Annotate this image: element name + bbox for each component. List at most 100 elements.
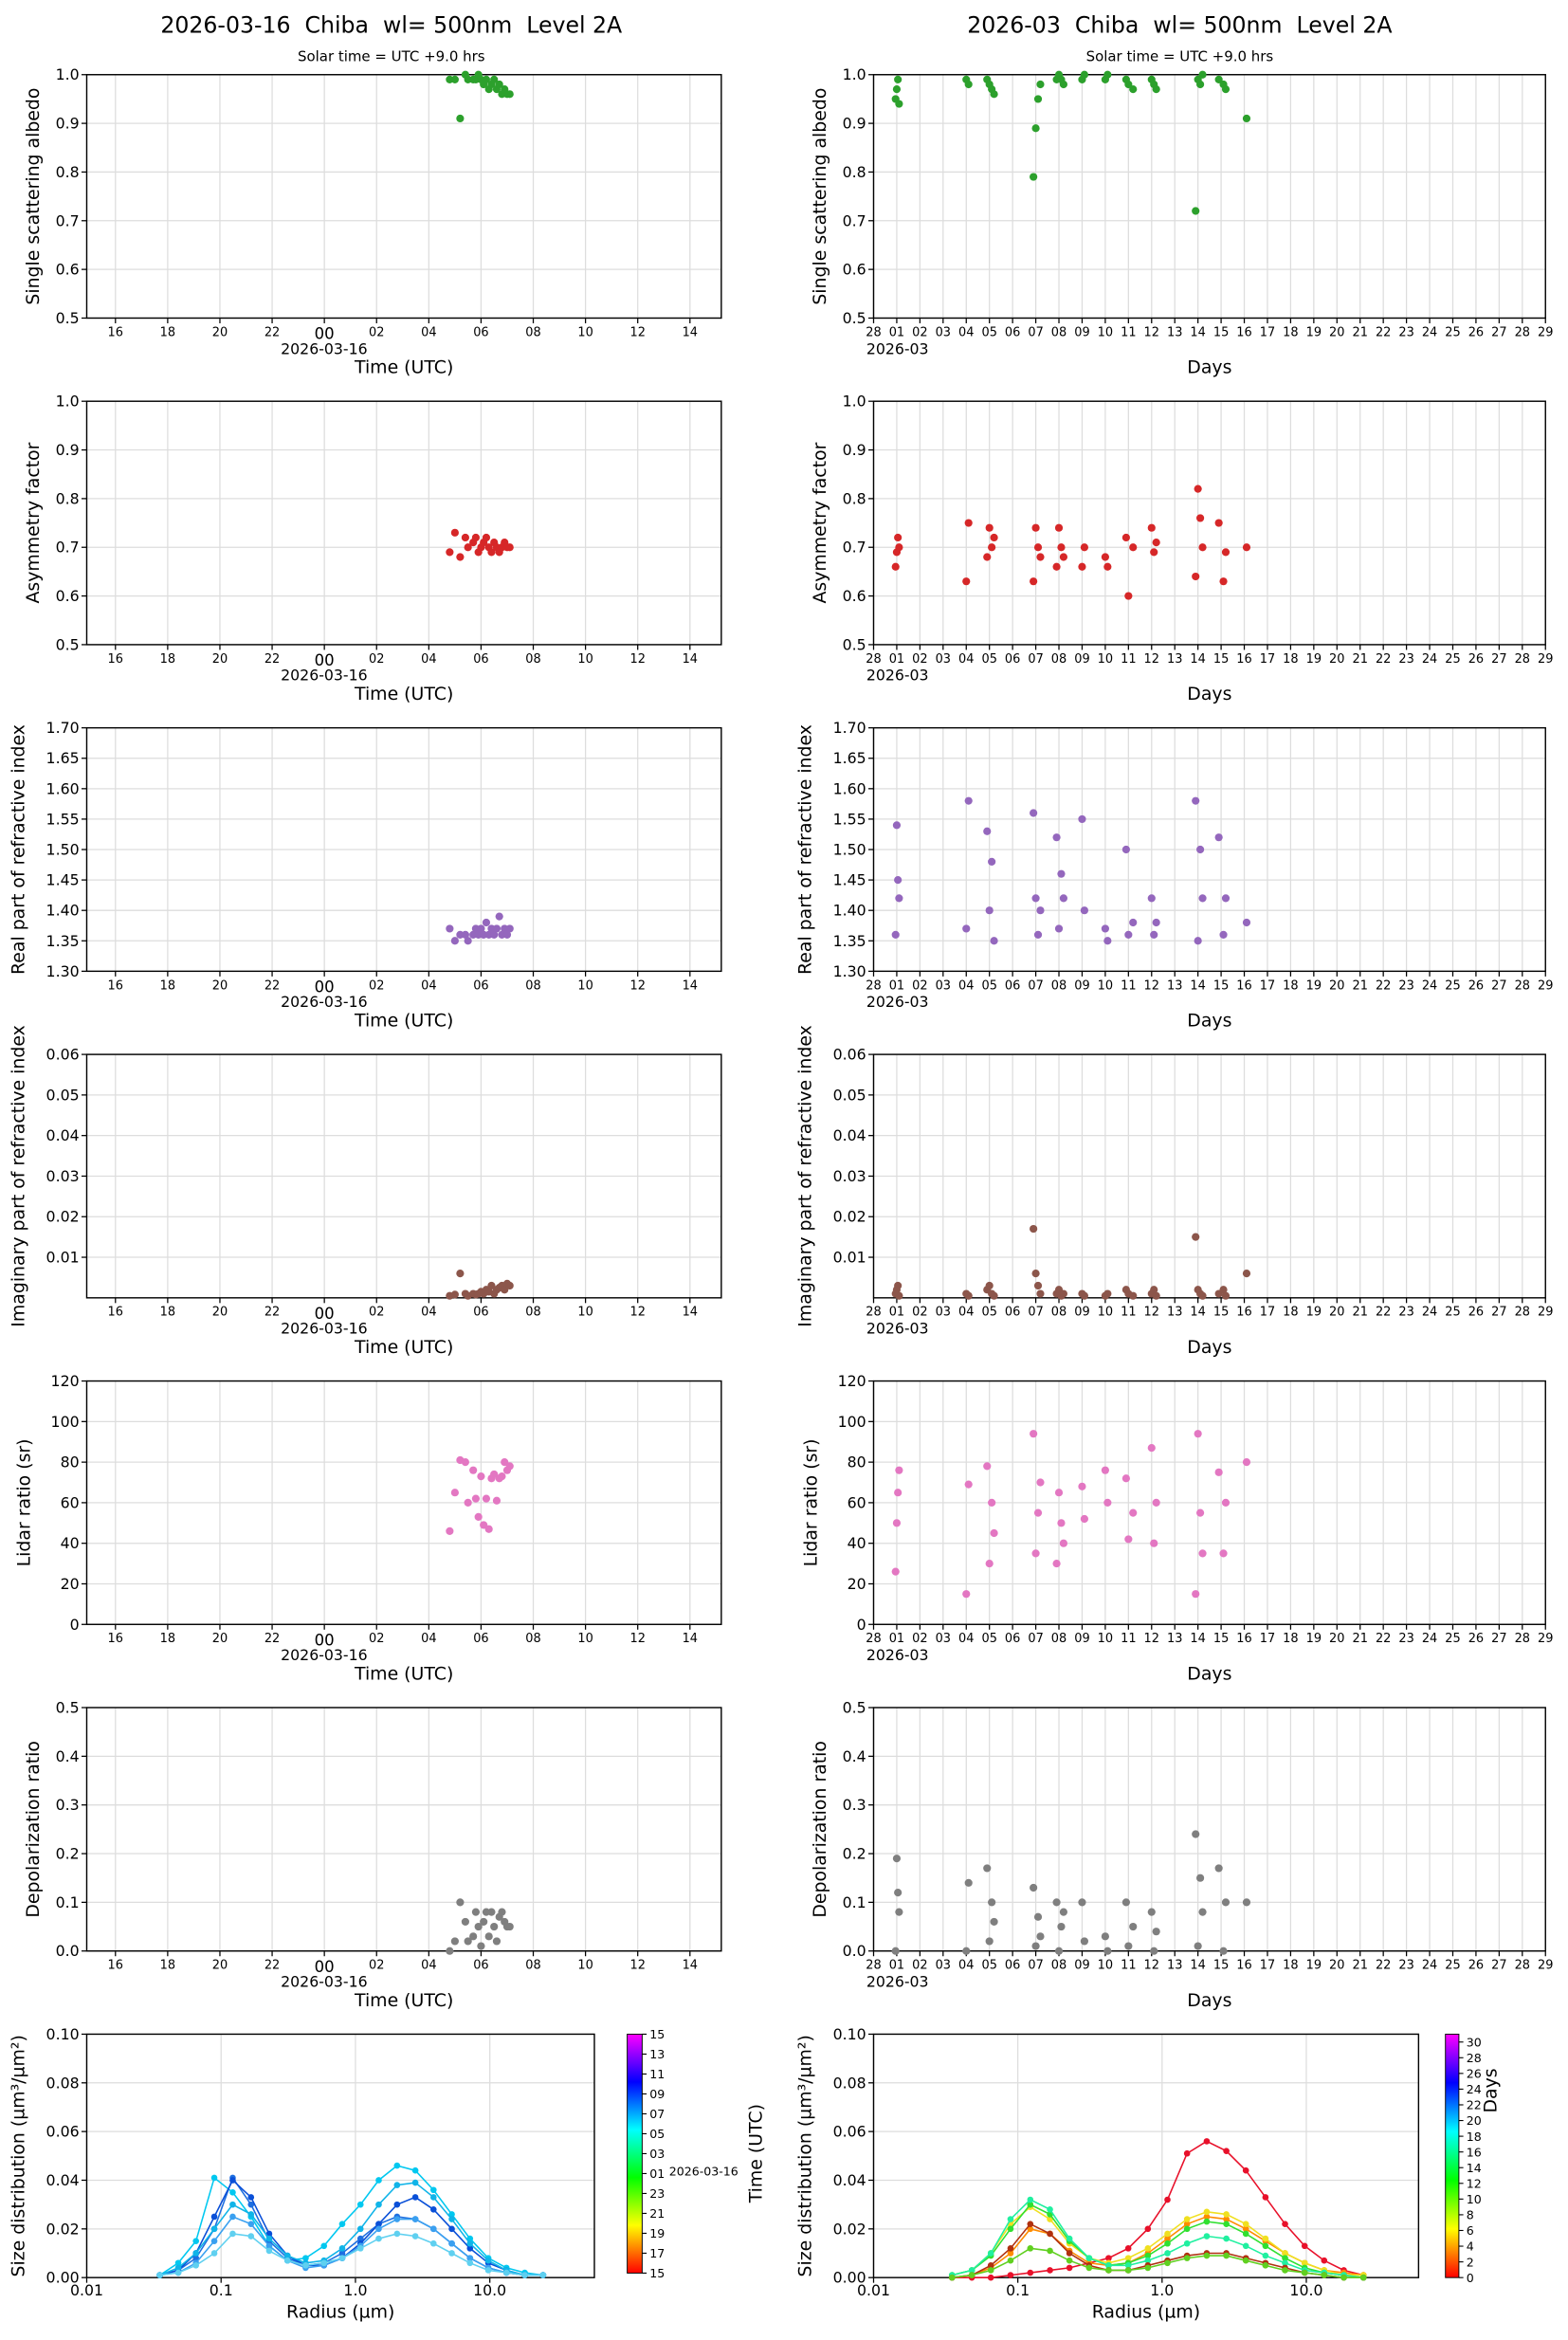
y-tick-label: 0.08 <box>833 2074 866 2092</box>
size-point <box>1301 2242 1308 2250</box>
x-tick-label: 08 <box>525 1632 540 1646</box>
data-point <box>891 930 900 939</box>
colorbar-tick-label: 0 <box>1467 2271 1474 2285</box>
size-point <box>1105 2262 1112 2269</box>
x-tick-label: 07 <box>1028 652 1043 667</box>
size-point <box>1301 2269 1308 2276</box>
data-point <box>471 1494 481 1503</box>
x-tick-label: 20 <box>1329 325 1344 339</box>
data-point <box>498 1908 506 1916</box>
data-point <box>1198 894 1207 903</box>
y-tick-label: 0.5 <box>843 635 866 653</box>
data-point <box>1124 592 1133 600</box>
y-tick-label: 0.06 <box>46 2123 80 2141</box>
size-curve <box>159 2165 543 2276</box>
data-point <box>1103 937 1112 945</box>
data-point <box>1030 809 1038 817</box>
plot-frame <box>85 400 722 646</box>
y-tick-label: 0.6 <box>56 261 80 279</box>
data-point <box>461 1917 469 1927</box>
data-point <box>484 1525 493 1533</box>
y-tick-label: 1.60 <box>46 779 80 797</box>
x-tick-label: 17 <box>1260 978 1275 993</box>
size-point <box>1007 2245 1014 2252</box>
x-tick-label: 23 <box>1398 652 1413 667</box>
x-tick-label: 11 <box>1121 978 1136 993</box>
y-tick-label: 1.0 <box>56 393 80 411</box>
data-point <box>983 1864 992 1873</box>
size-point <box>1223 2148 1230 2154</box>
y-tick-label: 1.65 <box>46 749 80 767</box>
y-axis-label: Real part of refractive index <box>8 724 28 975</box>
x-tick-label: 0.01 <box>857 2281 890 2299</box>
x-tick-label: 28 <box>1515 325 1530 339</box>
x-tick-label: 14 <box>1190 978 1205 993</box>
x-tick-label: 28 <box>1515 1306 1530 1320</box>
y-tick-label: 0.5 <box>56 309 80 327</box>
size-point <box>429 2239 437 2247</box>
x-tick-label: 18 <box>1283 1632 1298 1646</box>
x-tick-label: 08 <box>1051 652 1067 667</box>
size-curve <box>159 2182 543 2276</box>
data-point <box>1057 869 1066 878</box>
y-tick-label: 1.45 <box>833 871 866 889</box>
size-point <box>1321 2272 1328 2278</box>
x-tick-label: 10 <box>577 652 593 667</box>
size-point <box>1164 2250 1171 2257</box>
x-tick-label: 20 <box>1329 978 1344 993</box>
data-point <box>1078 562 1086 571</box>
x-tick-label: 17 <box>1260 1306 1275 1320</box>
x-tick-label: 02 <box>369 652 384 667</box>
size-point <box>411 2216 419 2222</box>
size-point <box>1282 2221 1288 2227</box>
x-tick-label: 20 <box>1329 652 1344 667</box>
x-tick-label: 11 <box>1121 1632 1136 1646</box>
x-tick-label: 21 <box>1353 1306 1368 1320</box>
size-point <box>1085 2264 1093 2272</box>
data-point <box>502 930 512 939</box>
y-tick-label: 0.7 <box>843 539 866 557</box>
x-tick-label: 1.0 <box>343 2281 367 2299</box>
size-point <box>1144 2225 1152 2233</box>
data-point <box>964 519 973 527</box>
x-tick-label: 03 <box>936 1959 951 1973</box>
y-tick-label: 0.0 <box>843 1942 866 1960</box>
y-tick-label: 0.04 <box>46 2171 80 2189</box>
x-tick-label: 03 <box>936 325 951 339</box>
data-point <box>964 1291 973 1300</box>
x-tick-label: 13 <box>1167 1959 1182 1973</box>
size-point <box>210 2225 218 2233</box>
x-tick-label: 08 <box>525 325 540 339</box>
size-point <box>247 2194 255 2201</box>
x-tick-label: 21 <box>1353 1959 1368 1973</box>
data-point <box>1059 80 1067 89</box>
data-point <box>450 1290 459 1299</box>
x-tick-label: 27 <box>1491 1632 1506 1646</box>
data-point <box>990 1917 998 1927</box>
data-point <box>1052 562 1061 571</box>
data-point <box>487 1908 496 1916</box>
y-tick-label: 1.50 <box>46 841 80 859</box>
x-tick-label: 10 <box>1098 325 1113 339</box>
x-tick-label: 29 <box>1538 652 1553 667</box>
x-axis-label: Days <box>1187 684 1231 704</box>
data-point <box>1129 1291 1138 1300</box>
size-point <box>987 2267 994 2274</box>
y-tick-label: 1.55 <box>46 810 80 828</box>
data-point <box>1080 543 1088 552</box>
x-tick-label: 18 <box>160 978 175 993</box>
y-tick-label: 0.1 <box>843 1893 866 1911</box>
x-tick-label: 29 <box>1538 325 1553 339</box>
data-point <box>1057 1922 1066 1931</box>
chart-title: 2026-03-16 Chiba wl= 500nm Level 2A <box>160 12 622 39</box>
x-tick-label: 16 <box>1236 1306 1251 1320</box>
x-offset-label: 2026-03 <box>866 667 929 685</box>
data-point <box>1195 80 1205 89</box>
size-point <box>356 2225 364 2233</box>
x-tick-label: 25 <box>1445 1632 1460 1646</box>
plot-frame <box>872 1053 1546 1299</box>
size-point <box>521 2272 528 2278</box>
data-point <box>1033 930 1043 939</box>
y-tick-label: 0.02 <box>46 1208 80 1226</box>
x-tick-label: 15 <box>1213 978 1229 993</box>
